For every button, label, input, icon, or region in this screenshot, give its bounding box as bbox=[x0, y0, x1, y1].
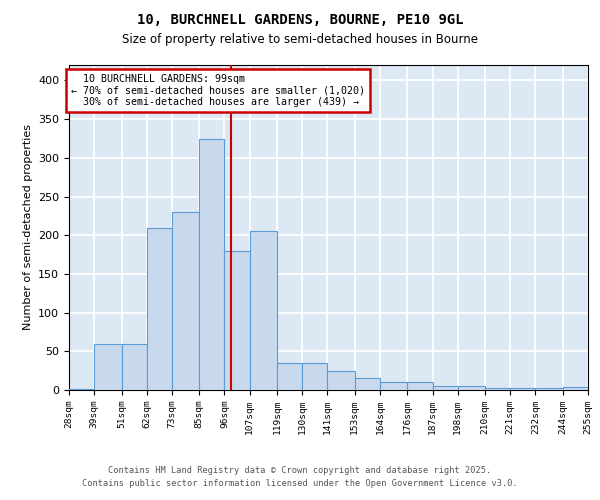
Text: 10 BURCHNELL GARDENS: 99sqm
← 70% of semi-detached houses are smaller (1,020)
  : 10 BURCHNELL GARDENS: 99sqm ← 70% of sem… bbox=[71, 74, 365, 108]
Bar bbox=[172, 212, 199, 390]
Bar bbox=[407, 382, 433, 390]
Bar bbox=[535, 388, 563, 390]
Text: Contains HM Land Registry data © Crown copyright and database right 2025.
Contai: Contains HM Land Registry data © Crown c… bbox=[82, 466, 518, 487]
Bar bbox=[355, 378, 380, 390]
Text: 10, BURCHNELL GARDENS, BOURNE, PE10 9GL: 10, BURCHNELL GARDENS, BOURNE, PE10 9GL bbox=[137, 12, 463, 26]
Bar bbox=[199, 138, 224, 390]
Bar bbox=[485, 388, 510, 390]
Bar bbox=[302, 363, 328, 390]
Bar bbox=[380, 382, 407, 390]
Bar bbox=[277, 363, 302, 390]
Bar bbox=[563, 387, 588, 390]
Bar bbox=[224, 250, 250, 390]
Bar bbox=[147, 228, 172, 390]
Text: Size of property relative to semi-detached houses in Bourne: Size of property relative to semi-detach… bbox=[122, 32, 478, 46]
Bar bbox=[433, 386, 458, 390]
Bar bbox=[510, 388, 535, 390]
Bar bbox=[250, 232, 277, 390]
Bar bbox=[94, 344, 122, 390]
Bar bbox=[328, 370, 355, 390]
Y-axis label: Number of semi-detached properties: Number of semi-detached properties bbox=[23, 124, 32, 330]
Bar bbox=[458, 386, 485, 390]
Bar bbox=[122, 344, 147, 390]
Bar bbox=[69, 389, 94, 390]
